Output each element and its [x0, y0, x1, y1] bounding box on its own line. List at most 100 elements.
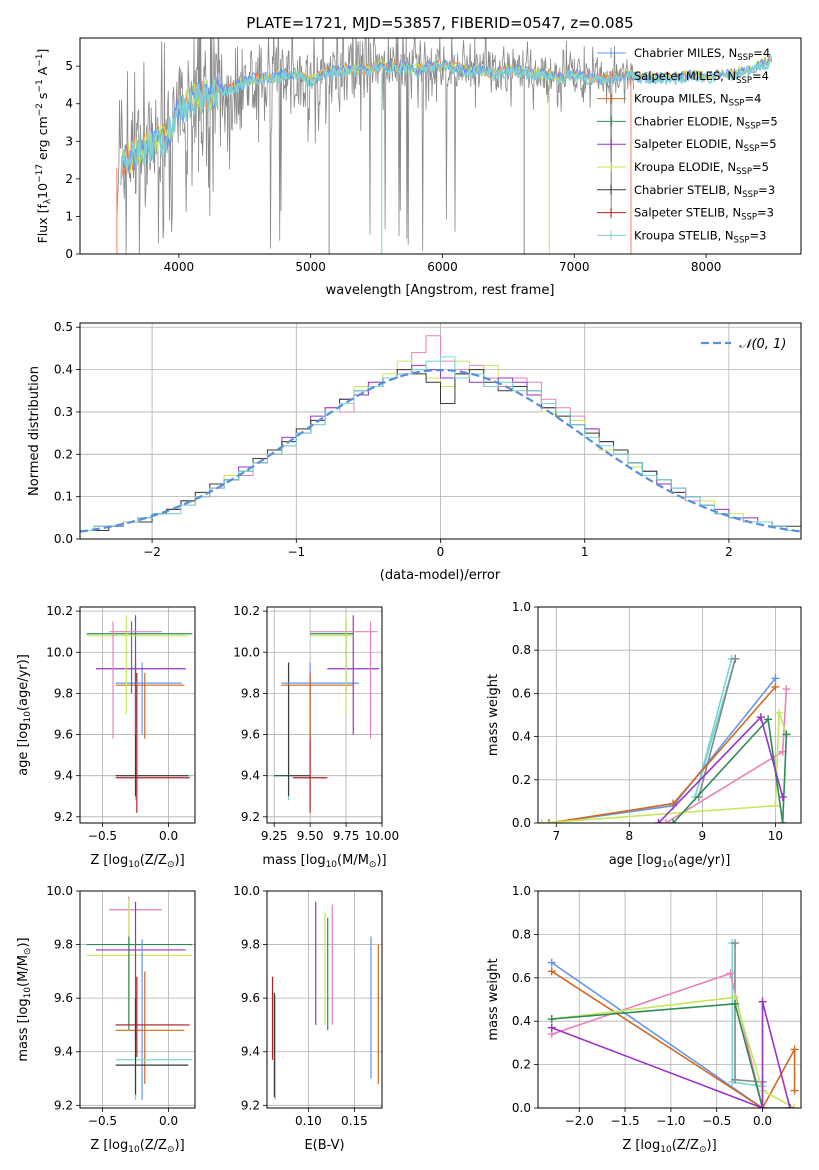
x-tick-label: 10.00: [365, 829, 399, 843]
label-part: 10: [128, 1145, 140, 1155]
label-part: (age/yr)]: [16, 654, 31, 711]
plot-area: [547, 939, 799, 1108]
x-tick-label: 0.0: [753, 1114, 772, 1128]
label-part: )]: [175, 853, 185, 868]
x-tick-label: 0.0: [159, 1114, 178, 1128]
label-part: age [log: [609, 853, 662, 868]
y-tick-label: 9.2: [54, 1098, 73, 1112]
weight-marker: [778, 819, 787, 823]
y-tick-label: 0.2: [512, 773, 531, 787]
label-part: 10: [128, 860, 140, 870]
label-part: λ: [43, 198, 53, 204]
y-tick-label: 9.2: [54, 810, 73, 824]
legend-label: Salpeter STELIB, NSSP=3: [634, 206, 774, 223]
y-tick-label: 10.0: [46, 645, 73, 659]
legend-nssp: 4: [762, 69, 769, 83]
weight-series: [665, 689, 788, 823]
y-tick-label: 3: [65, 134, 73, 148]
y-tick-label: 9.8: [241, 938, 260, 952]
weight-marker: [669, 799, 678, 808]
observed-spectrum: [116, 38, 634, 254]
legend-eq: =: [761, 114, 771, 128]
legend-ssp: SSP: [734, 235, 750, 245]
label-part: )]: [707, 1138, 717, 1153]
weight-series: [551, 1002, 790, 1108]
label-part: mass [log: [16, 998, 31, 1061]
weight-marker: [547, 958, 556, 967]
x-axis-label: mass [log10(M/M⊙)]: [262, 853, 386, 870]
x-tick-label: 9: [699, 829, 707, 843]
y-tick-label: 9.6: [54, 991, 73, 1005]
x-tick-label: 8000: [691, 260, 722, 274]
gridlines: [80, 890, 195, 1108]
legend-eq: =: [758, 183, 768, 197]
gaussian-curve: [80, 368, 801, 533]
weight-marker: [661, 819, 670, 823]
gridlines: [80, 607, 195, 823]
legend-model: Kroupa ELODIE: [634, 160, 720, 174]
y-axis-label: mass weight: [486, 958, 501, 1040]
x-axis-label: age [log10(age/yr)]: [609, 853, 731, 870]
axes-frame: [79, 890, 196, 1109]
label-part: ⊙: [167, 1145, 175, 1155]
y-tick-label: 0.0: [54, 532, 73, 546]
y-tick-label: 5: [65, 59, 73, 73]
weight-marker: [764, 715, 773, 724]
weight-series: [548, 677, 777, 823]
model-spectrum: [120, 53, 773, 186]
plot-area: [538, 654, 791, 823]
y-tick-label: 9.4: [241, 769, 260, 783]
x-tick-label: −0.5: [88, 1114, 117, 1128]
residual-histogram: [80, 356, 801, 532]
weight-series: [551, 970, 796, 1108]
age-z-panel: −0.5 0.09.29.49.69.810.010.2Z [log10(Z/Z⊙…: [16, 604, 196, 870]
y-tick-label: 0.8: [512, 643, 531, 657]
x-axis-label: Z [log10(Z/Z⊙)]: [90, 1138, 184, 1155]
legend-ssp: SSP: [745, 121, 761, 131]
legend-eq: =: [752, 69, 762, 83]
legend-label: Salpeter MILES, NSSP=4: [634, 69, 769, 86]
weight-marker: [731, 939, 740, 948]
legend-label: Chabrier ELODIE, NSSP=5: [634, 114, 778, 131]
legend-ssp: SSP: [742, 190, 758, 200]
legend-nssp: 3: [767, 206, 774, 220]
weight-series: [548, 686, 777, 823]
label-part: A: [35, 66, 50, 79]
label-part: Z [log: [622, 1138, 660, 1153]
x-tick-label: −2: [143, 545, 161, 559]
legend-eq: =: [757, 206, 767, 220]
weight-marker: [778, 793, 787, 802]
legend-ssp: SSP: [736, 76, 752, 86]
weight-marker: [731, 1075, 740, 1084]
x-tick-label: 0.15: [341, 1114, 368, 1128]
weight-series: [541, 712, 788, 823]
legend-n: , N: [721, 46, 737, 60]
weight-marker: [775, 708, 784, 717]
legend-n: , N: [713, 92, 729, 106]
legend-label: Salpeter ELODIE, NSSP=5: [634, 137, 777, 154]
legend-label: Kroupa STELIB, NSSP=3: [634, 228, 766, 245]
weight-marker: [790, 1045, 799, 1054]
x-tick-label: −1.0: [656, 1114, 685, 1128]
legend-ssp: SSP: [729, 99, 745, 109]
legend-nssp: 4: [754, 92, 761, 106]
label-part: ⊙: [699, 1145, 707, 1155]
legend-label: 𝒩(0, 1): [739, 337, 786, 352]
x-tick-label: 7000: [559, 260, 590, 274]
label-part: )]: [175, 1138, 185, 1153]
label-part: 10: [660, 1145, 672, 1155]
weight-marker: [538, 819, 546, 823]
axes-frame: [266, 890, 383, 1109]
x-tick-label: −0.5: [702, 1114, 731, 1128]
mass-z-panel: −0.5 0.09.29.49.69.810.0Z [log10(Z/Z⊙)]ma…: [16, 884, 196, 1155]
gridlines: [267, 607, 383, 823]
x-axis-label: Z [log10(Z/Z⊙)]: [622, 1138, 716, 1155]
y-tick-label: 0.2: [54, 447, 73, 461]
y-tick-label: 9.2: [241, 810, 260, 824]
weight-marker: [756, 713, 765, 722]
label-part: 10: [23, 711, 33, 723]
gridlines: [538, 890, 801, 1109]
x-tick-label: 9.75: [333, 829, 360, 843]
